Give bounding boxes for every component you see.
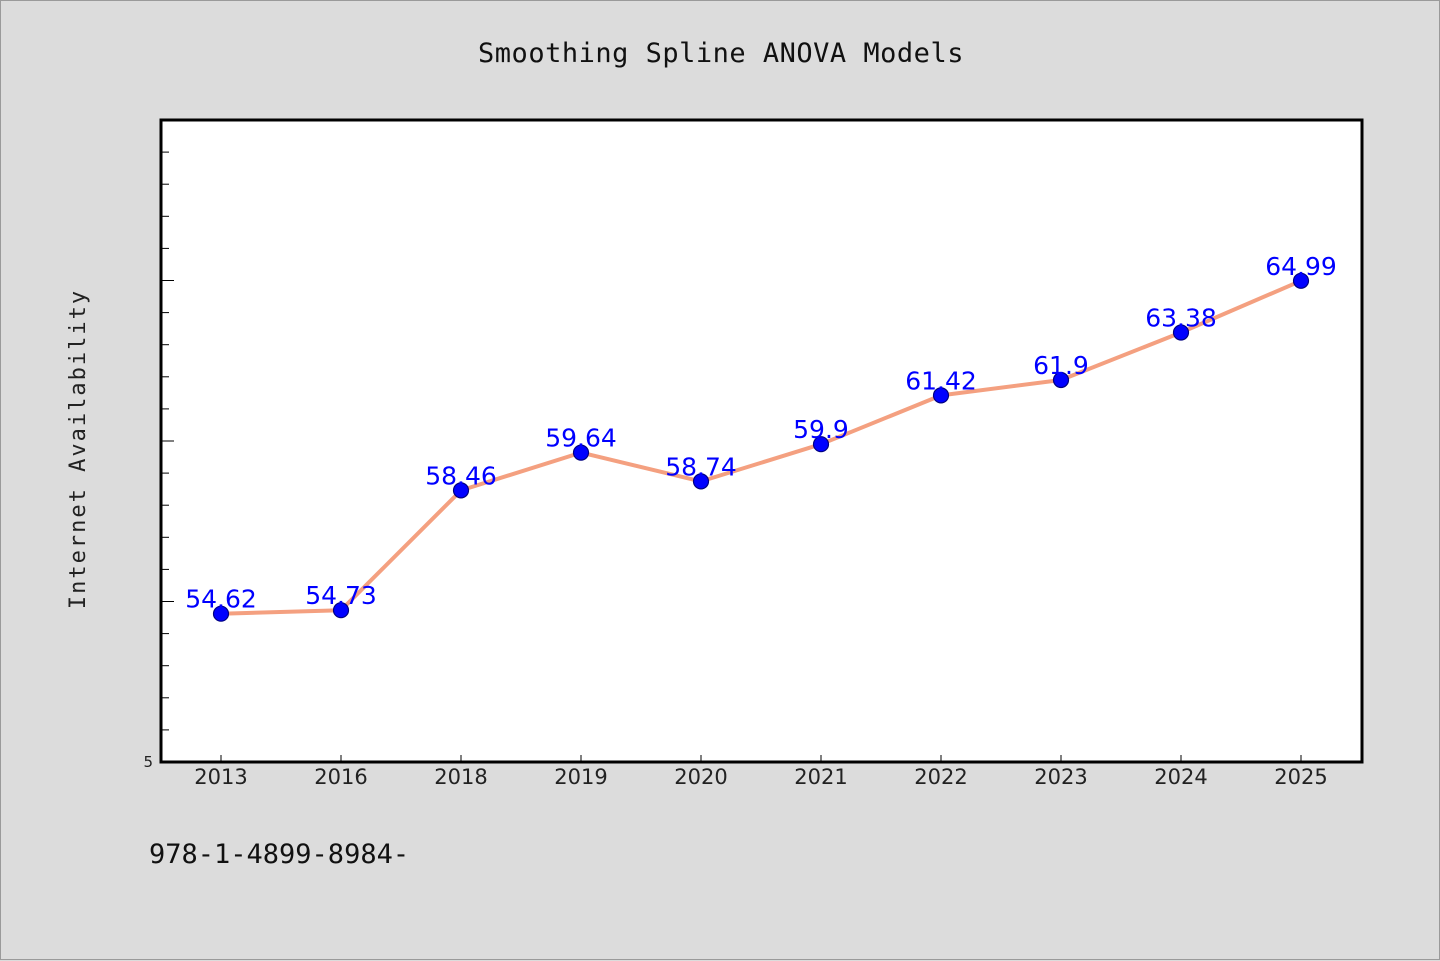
data-point (1292, 272, 1310, 289)
x-tick-label: 2020 (674, 765, 727, 789)
x-tick-label: 2023 (1034, 765, 1087, 789)
y-tick-label: 5 (143, 753, 153, 771)
data-point (812, 436, 830, 453)
data-point (1172, 324, 1190, 341)
x-tick-label: 2025 (1274, 765, 1327, 789)
x-tick-label: 2022 (914, 765, 967, 789)
data-label: 63.38 (1145, 304, 1217, 333)
x-tick-label: 2021 (794, 765, 847, 789)
y-axis-label: Internet Availability (66, 289, 91, 609)
data-point (452, 482, 470, 499)
series-line (219, 278, 1303, 616)
x-tick-label: 2016 (314, 765, 367, 789)
x-tick-label: 2018 (434, 765, 487, 789)
x-tick-label: 2019 (554, 765, 607, 789)
plot-area (161, 120, 1362, 762)
x-axis-ticks: 2013 2016 2018 2019 2020 2021 2022 2023 2024 2025 (194, 755, 1328, 789)
x-tick-label: 2024 (1154, 765, 1207, 789)
data-label: 59.64 (545, 424, 617, 453)
data-point (332, 602, 350, 619)
data-label: 58.74 (665, 452, 737, 481)
data-label-layer: 54.62 54.73 58.46 59.64 58.74 59.9 61.42 61.9 63… (185, 252, 1337, 614)
data-point (572, 444, 590, 461)
plot-frame (159, 118, 1364, 764)
data-point (932, 387, 950, 404)
data-label: 61.9 (1033, 351, 1089, 380)
footer-code: 978-1-4899-8984- (149, 839, 409, 870)
data-point (212, 605, 230, 622)
data-label: 54.73 (305, 581, 377, 610)
chart-title: Smoothing Spline ANOVA Models (478, 38, 964, 69)
data-label: 59.9 (793, 415, 849, 444)
data-label: 61.42 (905, 366, 977, 395)
data-label: 58.46 (425, 461, 497, 490)
data-point (1052, 371, 1070, 389)
data-label: 54.62 (185, 585, 257, 614)
data-point (692, 473, 710, 490)
series-layer (212, 272, 1310, 622)
x-tick-label: 2013 (194, 765, 247, 789)
data-label: 64.99 (1265, 252, 1337, 281)
